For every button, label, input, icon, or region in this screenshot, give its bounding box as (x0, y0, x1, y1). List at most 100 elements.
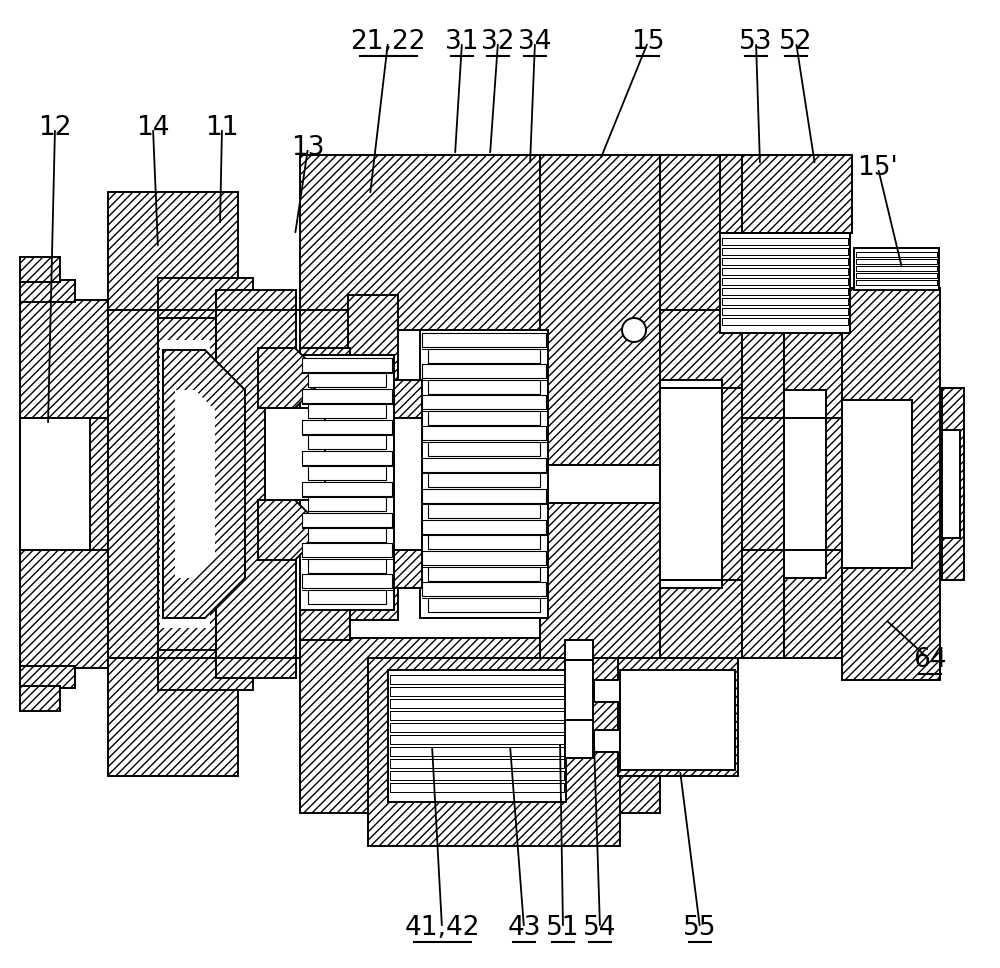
Bar (660, 380, 722, 588)
Bar (428, 597, 540, 612)
Bar (368, 658, 620, 846)
Bar (394, 550, 422, 588)
Bar (308, 590, 386, 604)
Polygon shape (175, 390, 215, 578)
Bar (308, 559, 386, 573)
Text: 13: 13 (291, 135, 325, 161)
Bar (302, 543, 392, 558)
Bar (428, 504, 540, 518)
Bar (660, 155, 742, 310)
Bar (842, 288, 940, 680)
Bar (108, 310, 158, 658)
Text: 64: 64 (913, 647, 947, 673)
Bar (428, 442, 540, 456)
Text: 12: 12 (38, 115, 72, 141)
Bar (594, 680, 620, 702)
Bar (20, 300, 108, 668)
Bar (784, 390, 826, 578)
Bar (300, 310, 350, 620)
Bar (722, 298, 848, 305)
Text: 43: 43 (507, 915, 541, 941)
Bar (428, 535, 540, 550)
Bar (390, 699, 564, 708)
Bar (108, 192, 238, 310)
Bar (420, 330, 548, 618)
Bar (158, 278, 253, 388)
Bar (390, 771, 564, 780)
Bar (660, 310, 742, 658)
Text: 52: 52 (779, 29, 813, 55)
Bar (300, 638, 560, 813)
Bar (265, 408, 325, 500)
Bar (390, 687, 564, 696)
Bar (158, 318, 216, 650)
Bar (394, 380, 422, 418)
Bar (20, 257, 60, 282)
Bar (390, 711, 564, 720)
Bar (942, 388, 964, 580)
Text: 14: 14 (136, 115, 170, 141)
Bar (422, 364, 546, 378)
Bar (856, 266, 937, 271)
Bar (388, 670, 566, 802)
Bar (540, 503, 660, 813)
Bar (302, 451, 392, 465)
Bar (422, 333, 546, 348)
Bar (942, 430, 960, 538)
Text: 41,42: 41,42 (404, 915, 480, 941)
Polygon shape (163, 350, 245, 618)
Bar (428, 566, 540, 581)
Bar (620, 670, 735, 770)
Bar (20, 686, 60, 711)
Bar (742, 155, 852, 233)
Text: 51: 51 (546, 915, 580, 941)
Bar (308, 498, 386, 511)
Bar (742, 233, 784, 658)
Bar (302, 482, 392, 496)
Bar (302, 420, 392, 434)
Polygon shape (258, 348, 325, 408)
Bar (422, 489, 546, 502)
Bar (722, 288, 848, 295)
Bar (308, 374, 386, 387)
Bar (348, 295, 398, 620)
Bar (422, 582, 546, 596)
Bar (302, 512, 392, 527)
Bar (300, 155, 560, 330)
Bar (390, 747, 564, 756)
Text: 55: 55 (683, 915, 717, 941)
Text: 11: 11 (205, 115, 239, 141)
Bar (302, 389, 392, 403)
Bar (300, 348, 350, 640)
Bar (565, 640, 593, 758)
Bar (856, 259, 937, 264)
Bar (308, 405, 386, 418)
Bar (428, 410, 540, 425)
Bar (722, 278, 848, 285)
Bar (390, 759, 564, 768)
Bar (160, 340, 210, 628)
Bar (20, 666, 75, 688)
Bar (302, 358, 392, 372)
Bar (428, 348, 540, 363)
Bar (856, 280, 937, 285)
Bar (722, 248, 848, 255)
Bar (390, 723, 564, 732)
Bar (422, 551, 546, 565)
Text: 53: 53 (739, 29, 773, 55)
Bar (302, 574, 392, 589)
Bar (618, 658, 738, 776)
Bar (594, 730, 620, 752)
Bar (854, 248, 939, 290)
Bar (20, 418, 90, 550)
Text: 31: 31 (445, 29, 479, 55)
Text: 15: 15 (631, 29, 665, 55)
Bar (20, 280, 75, 302)
Text: 54: 54 (583, 915, 617, 941)
Bar (422, 395, 546, 409)
Bar (540, 155, 660, 465)
Bar (108, 658, 238, 776)
Bar (722, 268, 848, 275)
Bar (422, 520, 546, 534)
Bar (722, 308, 848, 315)
